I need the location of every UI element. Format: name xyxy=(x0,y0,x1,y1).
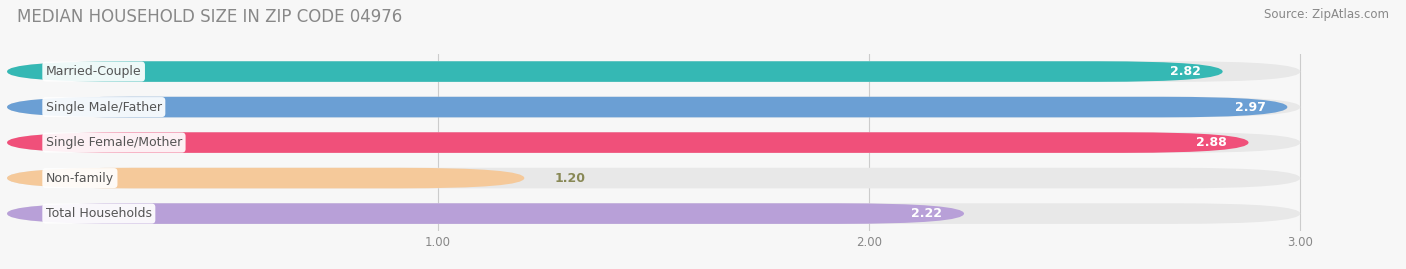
Text: Married-Couple: Married-Couple xyxy=(46,65,142,78)
Text: Source: ZipAtlas.com: Source: ZipAtlas.com xyxy=(1264,8,1389,21)
FancyBboxPatch shape xyxy=(7,132,1301,153)
FancyBboxPatch shape xyxy=(7,61,1223,82)
Text: Total Households: Total Households xyxy=(46,207,152,220)
Text: 2.97: 2.97 xyxy=(1234,101,1265,114)
Text: Non-family: Non-family xyxy=(46,172,114,185)
FancyBboxPatch shape xyxy=(7,203,965,224)
Text: 2.88: 2.88 xyxy=(1197,136,1227,149)
FancyBboxPatch shape xyxy=(7,168,1301,188)
Text: Single Male/Father: Single Male/Father xyxy=(46,101,162,114)
FancyBboxPatch shape xyxy=(7,61,1301,82)
Text: 2.22: 2.22 xyxy=(911,207,942,220)
Text: 1.20: 1.20 xyxy=(554,172,585,185)
Text: MEDIAN HOUSEHOLD SIZE IN ZIP CODE 04976: MEDIAN HOUSEHOLD SIZE IN ZIP CODE 04976 xyxy=(17,8,402,26)
Text: 2.82: 2.82 xyxy=(1170,65,1201,78)
FancyBboxPatch shape xyxy=(7,132,1249,153)
FancyBboxPatch shape xyxy=(7,97,1288,117)
Text: Single Female/Mother: Single Female/Mother xyxy=(46,136,183,149)
FancyBboxPatch shape xyxy=(7,97,1301,117)
FancyBboxPatch shape xyxy=(7,168,524,188)
FancyBboxPatch shape xyxy=(7,203,1301,224)
